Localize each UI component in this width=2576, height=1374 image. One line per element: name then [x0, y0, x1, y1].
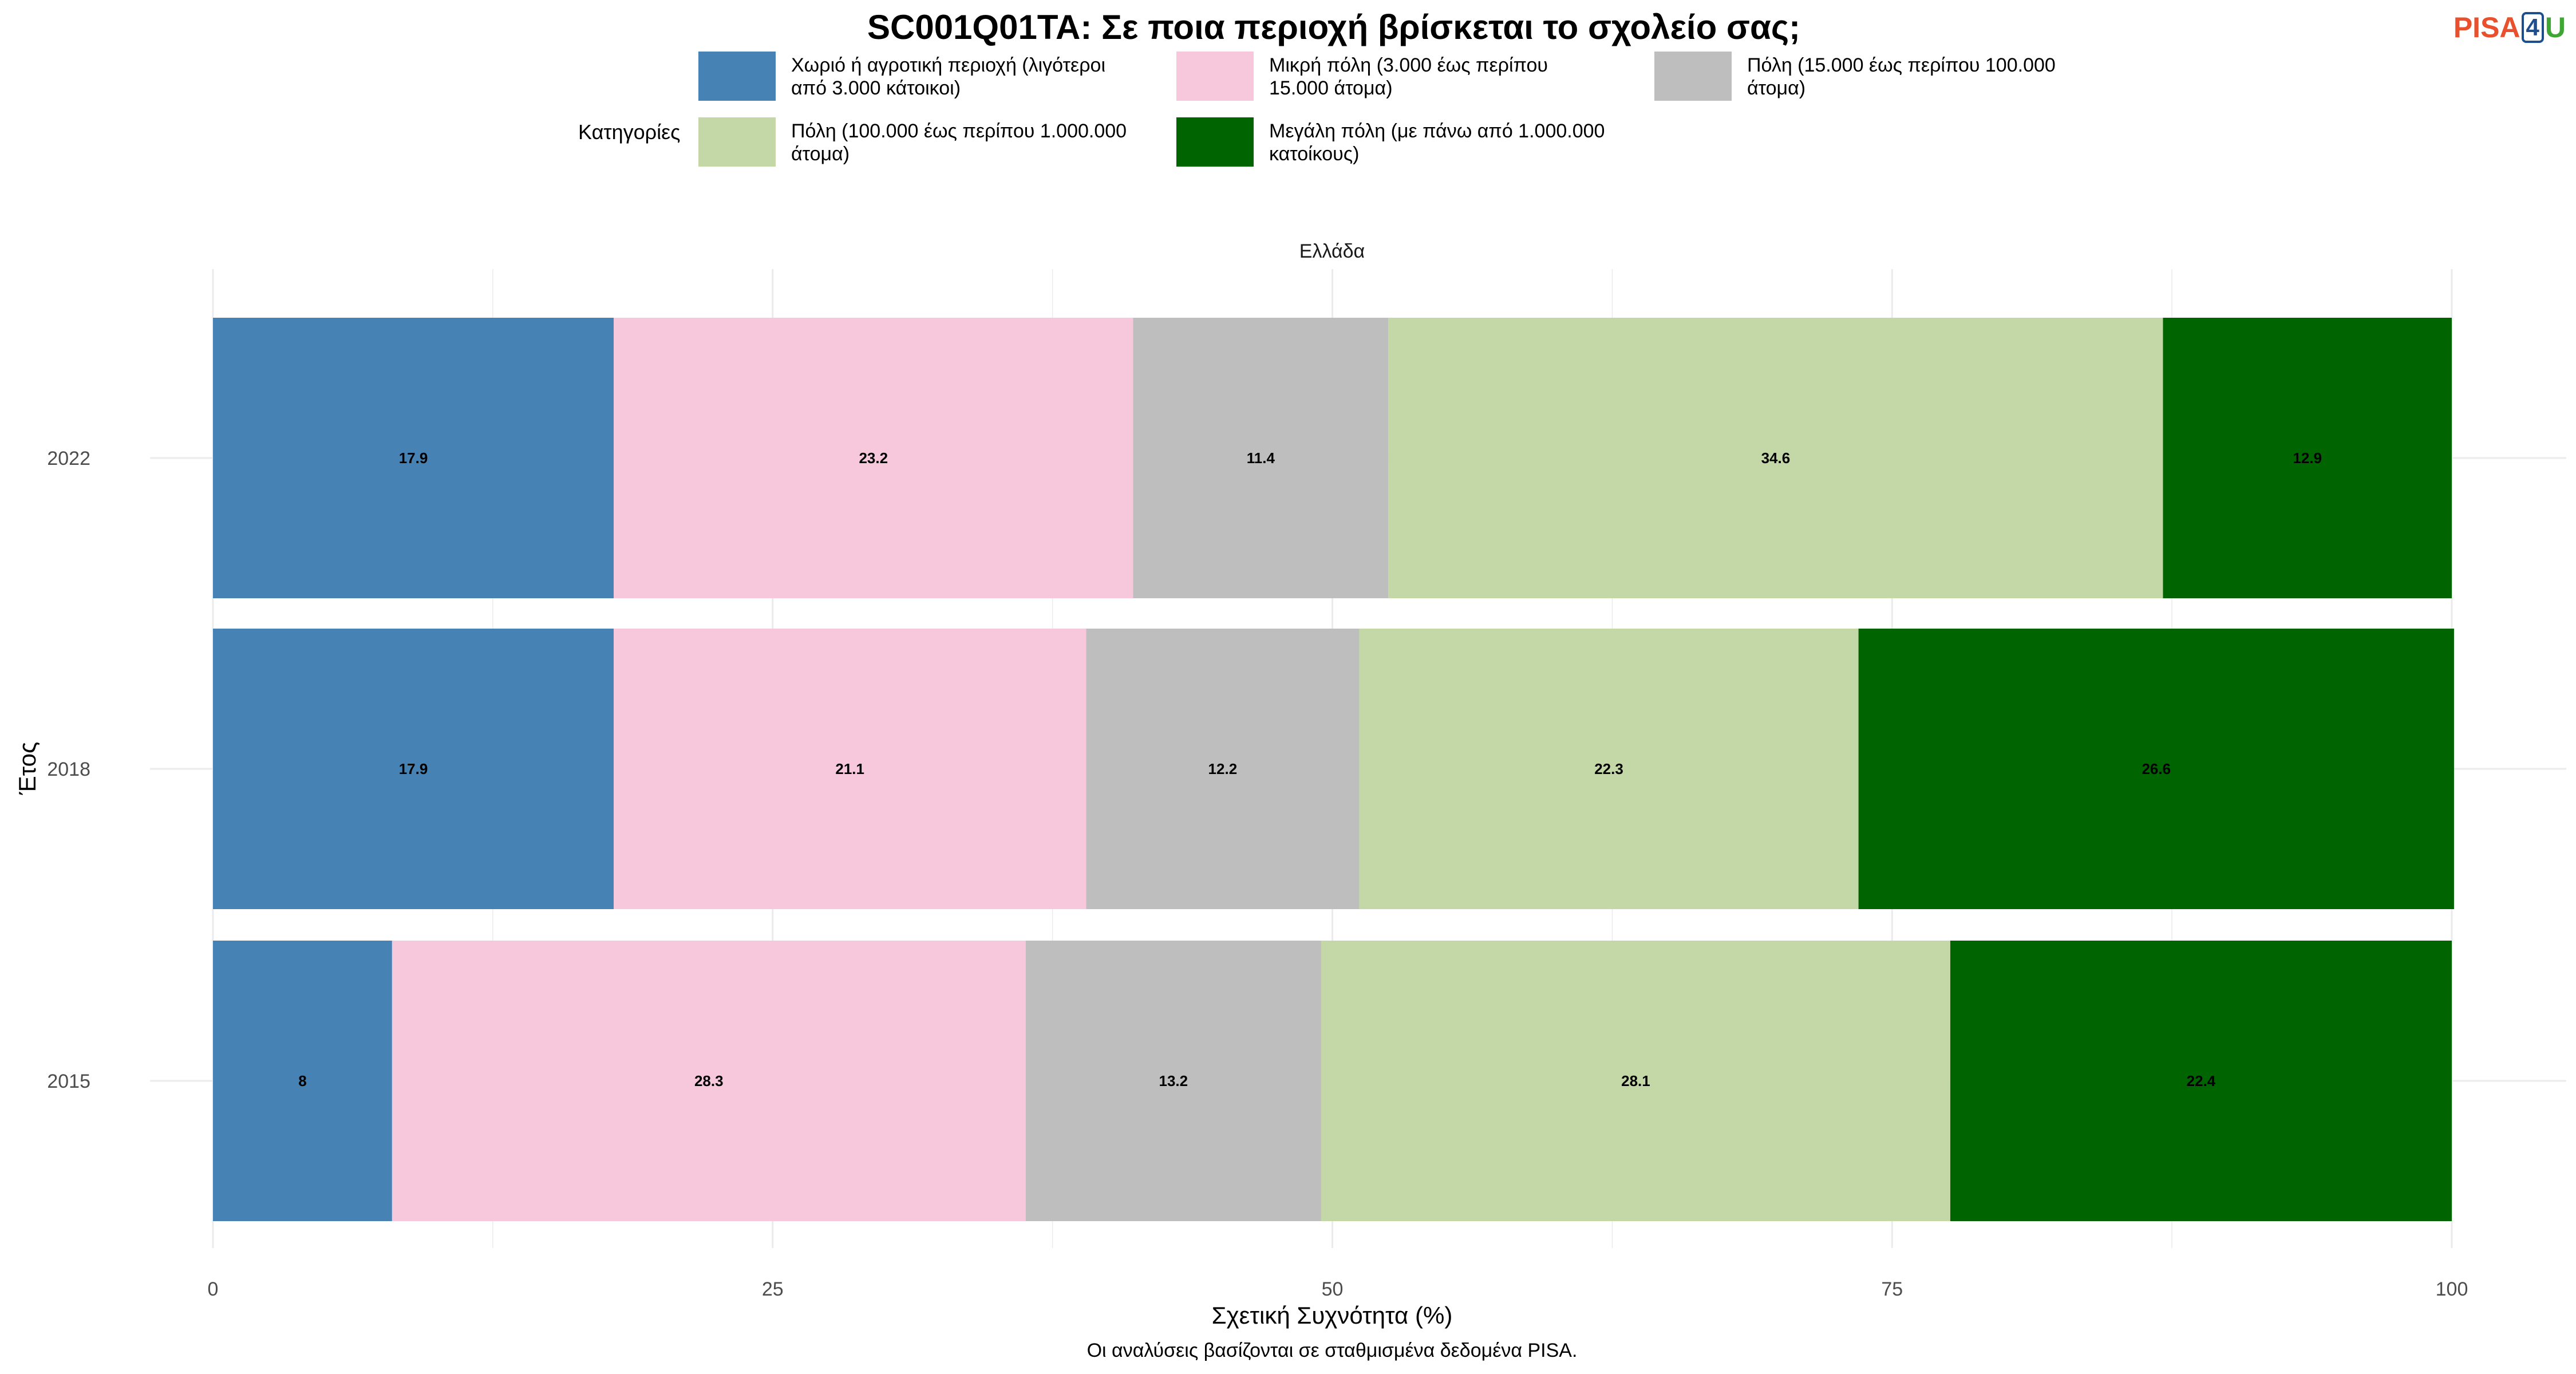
legend-label-series-1: Χωριό ή αγροτική περιοχή (λιγότεροι από 3…: [791, 54, 1105, 99]
bar-2015-series-3: [1025, 941, 1321, 1221]
legend-label-series-2: Μικρή πόλη (3.000 έως περίπου 15.000 άτομ…: [1269, 54, 1548, 99]
axis-ticks: 0 25 50 75 100 2022 2018 2015: [47, 448, 2468, 1300]
data-label-2015-series-3: 13.2: [1159, 1072, 1188, 1089]
data-label-2015-series-4: 28.1: [1621, 1072, 1650, 1089]
bar-2015-series-2: [392, 941, 1026, 1221]
legend-label-series-4: Πόλη (100.000 έως περίπου 1.000.000 άτομα…: [791, 120, 1127, 165]
data-label-2015-series-1: 8: [298, 1072, 306, 1089]
data-label-2022-series-5: 12.9: [2293, 449, 2322, 467]
pisa4u-logo: PISA 4 U: [2453, 10, 2566, 45]
legend-key-series-1: [698, 52, 776, 101]
y-tick-label: 2015: [47, 1071, 90, 1092]
legend-key-series-3: [1654, 52, 1732, 101]
data-label-2018-series-4: 22.3: [1594, 760, 1623, 777]
bar-2018-series-5: [1858, 629, 2454, 909]
bars: 17.9 23.2 11.4 34.6 12.9 17.9 21.1 12.2 22.3 26.6…: [213, 318, 2454, 1221]
x-tick-label: 75: [1881, 1278, 1903, 1300]
legend-key-series-5: [1176, 117, 1254, 167]
x-tick-label: 100: [2436, 1278, 2468, 1300]
bar-2015-series-1: [213, 941, 392, 1221]
logo-text-pisa: PISA: [2453, 11, 2520, 44]
bar-2022-series-2: [614, 318, 1133, 598]
data-label-2022-series-3: 11.4: [1247, 449, 1275, 467]
data-label-2018-series-2: 21.1: [835, 760, 864, 777]
bar-2022-series-3: [1133, 318, 1389, 598]
data-label-2018-series-1: 17.9: [399, 760, 428, 777]
legend-key-series-2: [1176, 52, 1254, 101]
caption: Οι αναλύσεις βασίζονται σε σταθμισμένα δ…: [1087, 1340, 1578, 1361]
data-label-2018-series-5: 26.6: [2142, 760, 2171, 777]
logo-text-4: 4: [2521, 12, 2544, 43]
legend-label-series-3: Πόλη (15.000 έως περίπου 100.000 άτομα): [1747, 54, 2056, 99]
y-tick-label: 2018: [47, 759, 90, 780]
logo-text-u: U: [2545, 11, 2566, 44]
bar-2015-series-4: [1321, 941, 1950, 1221]
bar-2022-series-1: [213, 318, 614, 598]
data-label-2022-series-2: 23.2: [859, 449, 888, 467]
chart-title: SC001Q01TA: Σε ποια περιοχή βρίσκεται το…: [867, 8, 1800, 46]
data-label-2015-series-5: 22.4: [2187, 1072, 2216, 1089]
y-axis-label: Έτος: [14, 742, 41, 796]
bar-2018-series-1: [213, 629, 614, 909]
data-label-2015-series-2: 28.3: [694, 1072, 724, 1089]
bar-2022-series-4: [1388, 318, 2163, 598]
bar-2015-series-5: [1950, 941, 2452, 1221]
x-tick-label: 25: [762, 1278, 784, 1300]
y-tick-label: 2022: [47, 448, 90, 469]
legend: Χωριό ή αγροτική περιοχή (λιγότεροι από 3…: [698, 52, 2056, 167]
facet-label: Ελλάδα: [1299, 240, 1365, 262]
bar-2022-series-5: [2163, 318, 2452, 598]
bar-2018-series-3: [1086, 629, 1360, 909]
data-label-2022-series-4: 34.6: [1761, 449, 1791, 467]
data-label-2018-series-3: 12.2: [1208, 760, 1238, 777]
legend-title: Κατηγορίες: [578, 120, 681, 144]
data-label-2022-series-1: 17.9: [399, 449, 428, 467]
bar-2018-series-2: [614, 629, 1086, 909]
legend-key-series-4: [698, 117, 776, 167]
x-tick-label: 0: [208, 1278, 219, 1300]
legend-label-series-5: Μεγάλη πόλη (με πάνω από 1.000.000 κατοίκ…: [1269, 120, 1605, 165]
x-axis-label: Σχετική Συχνότητα (%): [1212, 1302, 1453, 1329]
x-tick-label: 50: [1322, 1278, 1344, 1300]
bar-2018-series-4: [1359, 629, 1859, 909]
